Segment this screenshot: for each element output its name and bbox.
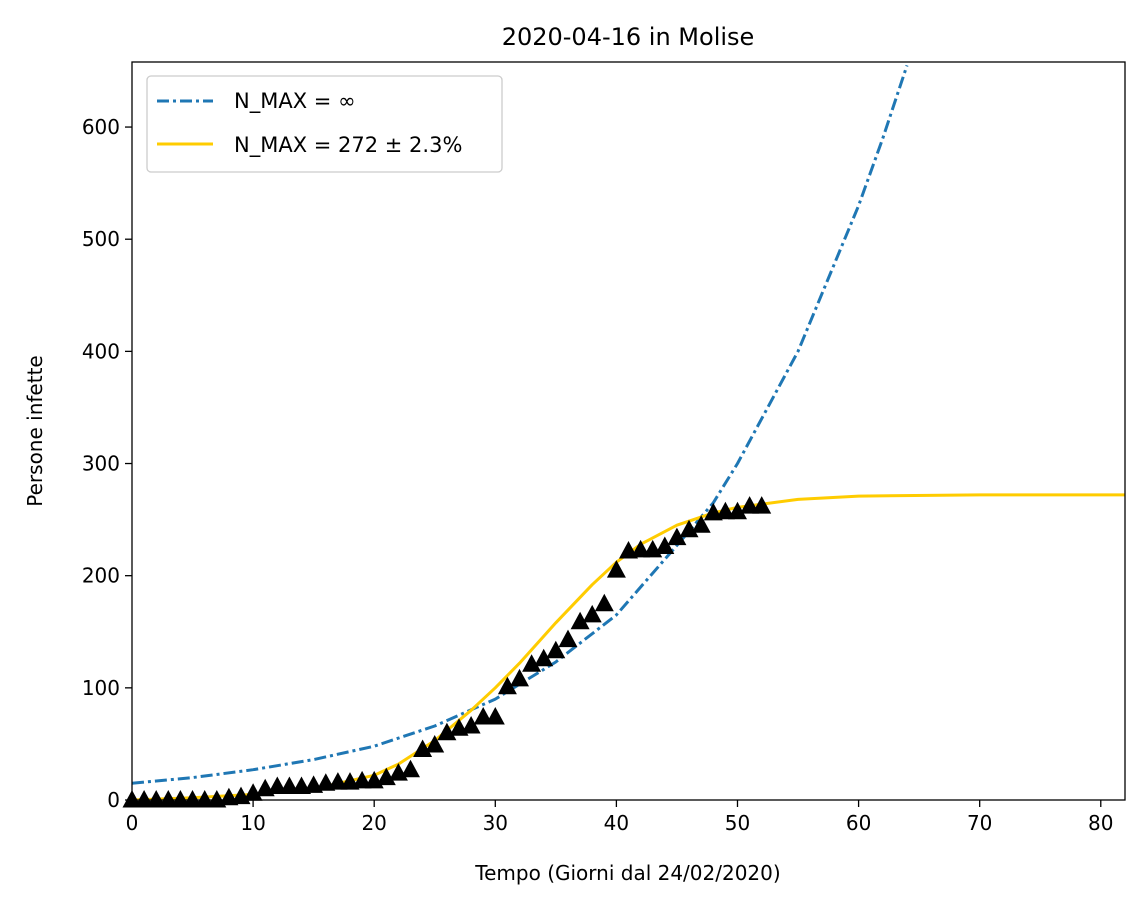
x-tick-label-8: 80 — [1088, 811, 1113, 835]
data-point — [740, 496, 760, 514]
x-tick-label-7: 70 — [967, 811, 992, 835]
data-point — [158, 790, 178, 808]
series-line-logistic — [132, 493, 1125, 800]
data-point — [279, 776, 299, 794]
data-point — [328, 772, 348, 790]
legend-label-exponential: N_MAX = ∞ — [234, 89, 356, 114]
data-point — [376, 767, 396, 786]
data-point — [582, 604, 602, 623]
data-point — [655, 536, 675, 554]
data-point — [534, 648, 554, 667]
y-tick-label-2: 200 — [82, 564, 120, 588]
x-axis: 0 10 20 30 40 50 60 70 80 — [126, 800, 1114, 835]
data-point — [461, 716, 481, 734]
x-tick-label-2: 20 — [361, 811, 386, 835]
y-tick-label-4: 400 — [82, 339, 120, 363]
data-point — [631, 539, 651, 558]
data-point — [546, 640, 566, 659]
data-point — [691, 515, 711, 533]
data-point — [437, 722, 457, 741]
data-point — [183, 790, 202, 808]
markers — [122, 496, 772, 808]
series-line-exponential — [132, 64, 909, 785]
x-tick-label-6: 60 — [846, 811, 871, 835]
data-point — [473, 707, 493, 725]
data-point — [522, 654, 542, 672]
x-tick-label-1: 10 — [240, 811, 265, 835]
data-point — [413, 739, 433, 757]
data-point — [485, 707, 505, 725]
data-point — [401, 759, 420, 778]
data-point — [606, 560, 626, 578]
data-point — [558, 629, 578, 648]
chart-title: 2020-04-16 in Molise — [502, 23, 755, 51]
data-point — [267, 776, 287, 794]
data-point — [497, 676, 517, 695]
y-tick-label-0: 0 — [107, 788, 120, 812]
legend-label-logistic: N_MAX = 272 ± 2.3% — [234, 133, 462, 158]
x-tick-label-4: 40 — [604, 811, 629, 835]
data-point — [715, 501, 735, 520]
legend: N_MAX = ∞ N_MAX = 272 ± 2.3% — [146, 75, 503, 173]
data-point — [752, 496, 772, 514]
data-point — [594, 593, 614, 612]
data-point — [679, 519, 699, 538]
y-tick-label-6: 600 — [82, 115, 120, 139]
data-point — [510, 668, 529, 687]
y-axis: 0 100 200 300 400 500 600 — [82, 115, 132, 812]
x-tick-label-5: 50 — [725, 811, 750, 835]
x-axis-label: Tempo (Giorni dal 24/02/2020) — [474, 861, 780, 885]
data-point — [170, 790, 190, 808]
x-tick-label-3: 30 — [483, 811, 508, 835]
y-tick-label-1: 100 — [82, 676, 120, 700]
y-tick-label-3: 300 — [82, 452, 120, 476]
data-point — [425, 735, 445, 753]
data-point — [728, 501, 747, 520]
legend-box — [146, 75, 503, 173]
plot-frame — [131, 61, 1126, 801]
plot-area — [132, 64, 1125, 800]
data-point — [352, 770, 372, 789]
y-axis-label: Persone infette — [23, 355, 47, 506]
data-point — [570, 611, 590, 630]
data-point — [146, 790, 166, 808]
data-point — [134, 790, 154, 808]
data-point — [243, 783, 263, 801]
x-tick-label-0: 0 — [126, 811, 139, 835]
y-tick-label-5: 500 — [82, 227, 120, 251]
data-point — [667, 527, 687, 546]
data-point — [195, 790, 215, 808]
